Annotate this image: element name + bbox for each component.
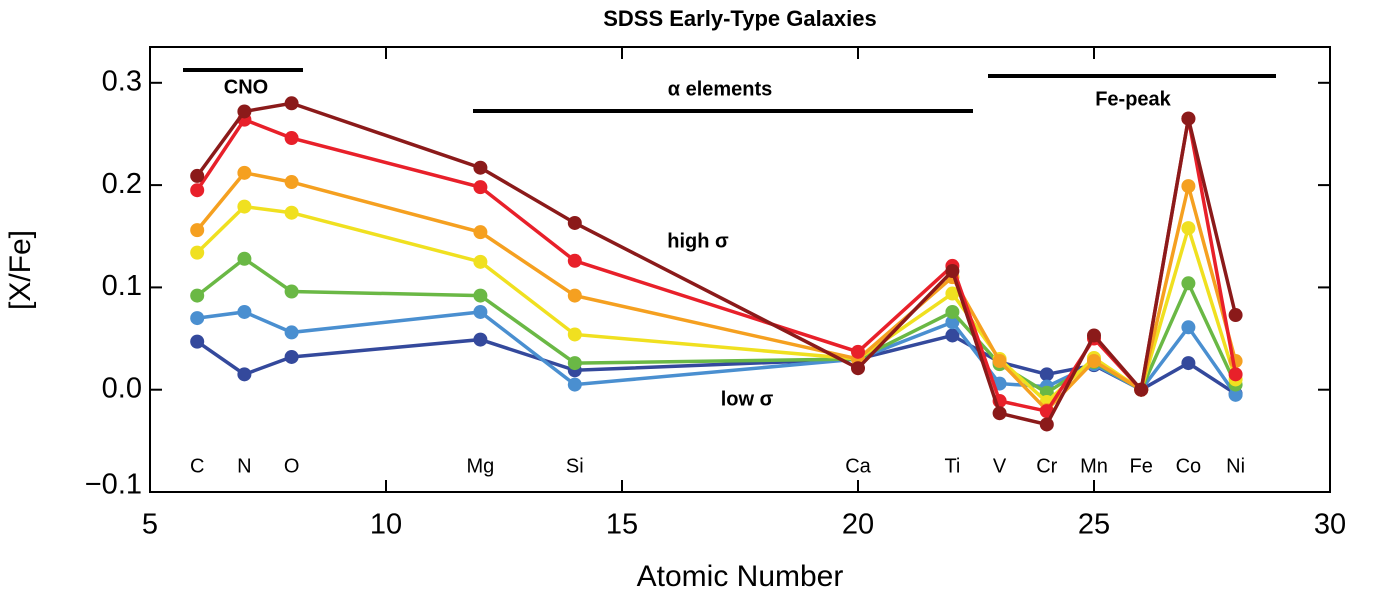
data-point xyxy=(473,332,488,347)
data-point xyxy=(237,367,252,382)
y-tick-label: 0.2 xyxy=(102,168,142,200)
data-point xyxy=(190,223,205,238)
chart-title: SDSS Early-Type Galaxies xyxy=(603,6,877,31)
data-point xyxy=(473,160,488,175)
element-label: N xyxy=(237,455,251,477)
annotation: α elements xyxy=(668,78,773,100)
data-point xyxy=(851,361,865,376)
data-point xyxy=(190,288,205,303)
data-point xyxy=(1087,354,1101,369)
data-point xyxy=(1181,111,1196,126)
data-point xyxy=(473,225,488,240)
data-point xyxy=(1039,367,1054,382)
data-point xyxy=(1039,417,1054,432)
plot-frame xyxy=(149,46,1331,493)
x-tick-label: 10 xyxy=(370,509,402,541)
data-point xyxy=(567,215,582,230)
series-line xyxy=(196,310,1238,396)
data-point xyxy=(284,205,299,220)
data-point xyxy=(567,377,582,392)
element-label: O xyxy=(284,455,300,477)
annotation: high σ xyxy=(667,230,729,252)
data-point xyxy=(992,354,1007,369)
data-point xyxy=(473,304,488,319)
y-tick-label: −0.1 xyxy=(85,469,142,501)
element-label: V xyxy=(993,455,1007,477)
element-label: Mn xyxy=(1080,455,1108,477)
annotation: low σ xyxy=(721,388,774,410)
element-label: Ni xyxy=(1226,455,1245,477)
data-point xyxy=(1228,308,1243,323)
data-point xyxy=(945,264,960,279)
data-point xyxy=(284,349,299,364)
data-point xyxy=(945,304,960,319)
data-point xyxy=(284,175,299,190)
data-point xyxy=(190,311,205,326)
annotation: CNO xyxy=(224,76,268,98)
data-point xyxy=(1181,320,1196,335)
data-point xyxy=(1228,387,1243,402)
data-point xyxy=(190,168,205,183)
x-tick-label: 30 xyxy=(1314,509,1346,541)
data-point xyxy=(190,334,205,349)
data-point xyxy=(1181,356,1196,371)
element-label: Fe xyxy=(1130,455,1153,477)
data-point xyxy=(1181,179,1196,194)
data-point xyxy=(473,288,488,303)
y-tick-label: 0.0 xyxy=(102,372,142,404)
data-point xyxy=(945,286,960,301)
data-point xyxy=(284,325,299,340)
element-label: Co xyxy=(1176,455,1202,477)
data-point xyxy=(945,315,960,330)
x-axis-label: Atomic Number xyxy=(637,560,844,593)
data-point xyxy=(190,245,205,260)
data-point xyxy=(237,104,252,119)
data-point xyxy=(1228,367,1243,382)
element-label: C xyxy=(190,455,204,477)
data-point xyxy=(851,344,865,359)
y-axis-label: [X/Fe] xyxy=(4,230,37,310)
data-point xyxy=(473,180,488,195)
y-tick-label: 0.1 xyxy=(102,270,142,302)
data-point xyxy=(237,199,252,214)
annotation: Fe-peak xyxy=(1095,88,1171,110)
data-point xyxy=(473,254,488,269)
data-point xyxy=(1181,276,1196,291)
data-point xyxy=(1134,382,1149,397)
element-label: Si xyxy=(566,455,584,477)
element-label: Mg xyxy=(467,455,495,477)
data-point xyxy=(190,183,205,198)
element-label: Ca xyxy=(845,455,871,477)
data-point xyxy=(1181,221,1196,236)
data-point xyxy=(1087,328,1101,343)
data-point xyxy=(567,253,582,268)
x-tick-label: 15 xyxy=(606,509,638,541)
data-point xyxy=(567,327,582,342)
data-point xyxy=(237,165,252,180)
x-tick-label: 5 xyxy=(142,509,158,541)
element-label: Ti xyxy=(944,455,960,477)
element-label: Cr xyxy=(1036,455,1057,477)
data-point xyxy=(237,251,252,266)
y-tick-label: 0.3 xyxy=(102,65,142,97)
data-point xyxy=(567,288,582,303)
data-point xyxy=(237,304,252,319)
data-point xyxy=(992,406,1007,421)
data-point xyxy=(945,328,960,343)
data-point xyxy=(284,131,299,146)
data-point xyxy=(284,96,299,111)
x-tick-label: 25 xyxy=(1078,509,1110,541)
data-point xyxy=(284,284,299,299)
data-point xyxy=(567,356,582,371)
x-tick-label: 20 xyxy=(842,509,874,541)
